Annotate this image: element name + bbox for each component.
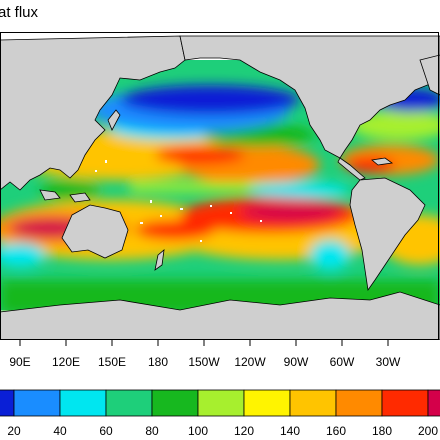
colorbar-label: 200 — [418, 424, 438, 438]
colorbar-swatch — [59, 389, 107, 417]
south-america-landmass — [349, 177, 426, 292]
colorbar-label: 100 — [188, 424, 208, 438]
australia-landmass — [61, 204, 129, 259]
colorbar-swatch — [335, 389, 383, 417]
colorbar-swatch — [105, 389, 153, 417]
longitude-tick-label: 120E — [52, 355, 80, 369]
map-field — [0, 32, 440, 340]
colorbar-label: 120 — [234, 424, 254, 438]
longitude-tick-label: 120W — [234, 355, 266, 369]
colorbar-label: 40 — [53, 424, 67, 438]
colorbar-label: 20 — [7, 424, 21, 438]
longitude-tick-label: 30W — [376, 355, 401, 369]
longitude-tick-label: 90E — [9, 355, 30, 369]
colorbar-swatch — [289, 389, 337, 417]
japan-landmass — [107, 109, 121, 131]
colorbar-label: 80 — [145, 424, 159, 438]
colorbar-label: 140 — [280, 424, 300, 438]
eurasia-landmass — [0, 35, 186, 191]
new-zealand-landmass — [154, 249, 165, 271]
longitude-tick-label: 150E — [98, 355, 126, 369]
map-title: at flux — [0, 4, 39, 21]
antarctica-landmass — [0, 291, 440, 340]
longitude-tick-label: 150W — [188, 355, 220, 369]
longitude-axis: 90E 120E 150E 180 150W 120W 90W 60W 30W — [9, 340, 401, 369]
colorbar-swatch — [151, 389, 199, 417]
colorbar-swatch — [243, 389, 291, 417]
indonesia-landmass — [39, 189, 61, 201]
colorbar-label: 160 — [326, 424, 346, 438]
no-data-speckle — [95, 160, 262, 242]
longitude-tick-label: 60W — [330, 355, 355, 369]
longitude-tick-label: 180 — [148, 355, 168, 369]
colorbar-label: 180 — [372, 424, 392, 438]
longitude-tick-label: 90W — [284, 355, 309, 369]
colorbar: 20 40 60 80 100 120 140 160 180 200 — [0, 389, 440, 438]
north-america-landmass — [179, 35, 440, 159]
colorbar-swatch — [0, 389, 15, 417]
central-america-landmass — [337, 157, 366, 181]
colorbar-swatch — [381, 389, 429, 417]
colorbar-swatch — [197, 389, 245, 417]
map-frame — [0, 32, 439, 340]
colorbar-label: 60 — [99, 424, 113, 438]
colorbar-swatch — [13, 389, 61, 417]
continents — [0, 35, 440, 340]
colorbar-swatch — [427, 389, 440, 417]
